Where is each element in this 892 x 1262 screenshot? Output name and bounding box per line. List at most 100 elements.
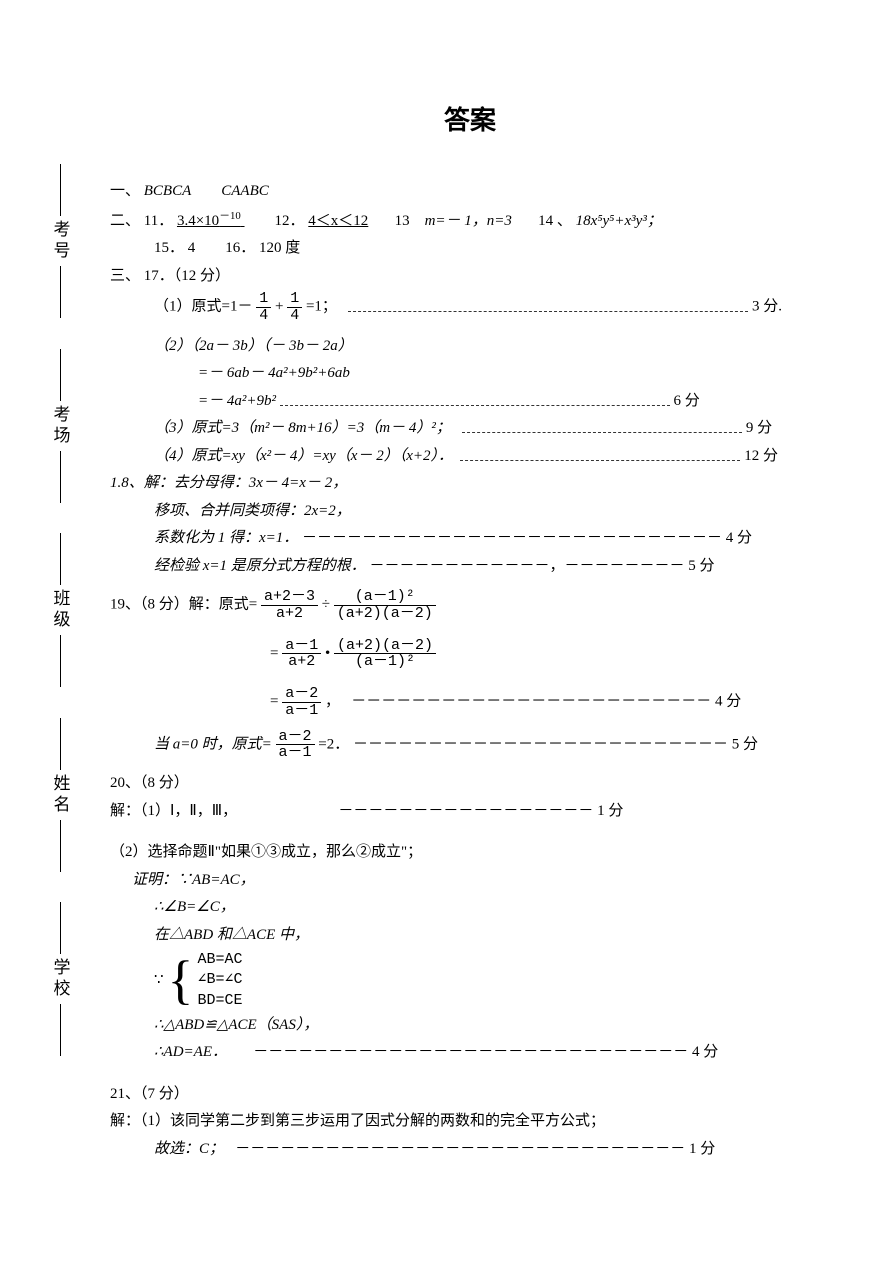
- q18-p3: 4 分: [726, 530, 752, 546]
- q11-no: 11．: [144, 213, 173, 229]
- q17a-pts: 3 分.: [752, 299, 782, 315]
- dash-icon: [280, 397, 670, 406]
- q20-sys: ∵ { AB=AC ∠B=∠C BD=CE: [110, 950, 830, 1011]
- vline: [60, 1004, 61, 1056]
- q14-no: 14 、: [538, 213, 572, 229]
- fraction: a－2a－1: [282, 686, 321, 719]
- q13-val: m=－ 1，n=3: [425, 213, 512, 229]
- side-label: 考场: [48, 405, 73, 447]
- q19-p5: 4 分: [715, 694, 741, 710]
- sec1-label: 一、: [110, 183, 140, 199]
- sec1-ans2: CAABC: [221, 183, 269, 199]
- fraction: 14: [287, 291, 302, 324]
- fraction: a+2－3a+2: [261, 589, 318, 622]
- fraction: a－1a+2: [282, 638, 321, 671]
- q21-l2: 故选：C； －－－－－－－－－－－－－－－－－－－－－－－－－－－－－－ 1 分: [110, 1137, 830, 1163]
- q20-p1: 1 分: [597, 803, 623, 819]
- q18-p4: 5 分: [688, 558, 714, 574]
- q18-l1: 1.8、解：去分母得：3x－ 4=x－ 2，: [110, 471, 830, 497]
- q17-3: （3）原式=3（m²－ 8m+16）=3（m－ 4）²； 9 分: [110, 416, 830, 442]
- q15-no: 15．: [154, 240, 184, 256]
- equation-system: AB=AC ∠B=∠C BD=CE: [197, 950, 242, 1011]
- q19-l4: 当 a=0 时，原式= a－2a－1 =2． －－－－－－－－－－－－－－－－－…: [110, 729, 830, 762]
- side-group: 班级: [48, 529, 73, 691]
- q20-l5: 在△ABD 和△ACE 中，: [110, 923, 830, 949]
- q20-p7: 4 分: [692, 1044, 718, 1060]
- section-1: 一、 BCBCA CAABC: [110, 179, 830, 205]
- q20-l4: ∴∠B=∠C，: [110, 895, 830, 921]
- dash-icon: [348, 303, 748, 312]
- q20-l7: ∴AD=AE． －－－－－－－－－－－－－－－－－－－－－－－－－－－－－ 4 …: [110, 1040, 830, 1066]
- q13-no: 13: [395, 213, 410, 229]
- q19-l1: 19、（8 分）解：原式= a+2－3a+2 ÷ (a－1)²(a+2)(a－2…: [110, 589, 830, 622]
- q17-2-l1: （2）（2a－ 3b）（－ 3b－ 2a）: [110, 334, 830, 360]
- q19-head: 19、（8 分）解：原式=: [110, 597, 257, 613]
- q20-l2: （2）选择命题Ⅱ"如果①③成立，那么②成立"；: [110, 840, 830, 866]
- q16-val: 120 度: [259, 240, 300, 256]
- q17-4: （4）原式=xy（x²－ 4）=xy（x－ 2）（x+2）． 12 分: [110, 444, 830, 470]
- side-group: 姓名: [48, 714, 73, 876]
- q19-l2: = a－1a+2 • (a+2)(a－2)(a－1)²: [110, 638, 830, 671]
- sec2-label: 二、: [110, 213, 140, 229]
- q17b-pts: 6 分: [674, 393, 700, 409]
- dash-icon: [462, 424, 742, 433]
- side-group: 学校: [48, 898, 73, 1060]
- q17c-pts: 9 分: [746, 420, 772, 436]
- sec3-label: 三、: [110, 268, 140, 284]
- q14-val: 18x⁵y⁵+x³y³；: [576, 213, 662, 229]
- left-brace-icon: {: [168, 953, 194, 1007]
- side-group: 考场: [48, 345, 73, 507]
- fraction: a－2a－1: [276, 729, 315, 762]
- vline: [60, 820, 61, 872]
- q17d-pts: 12 分: [744, 448, 778, 464]
- vline: [60, 902, 61, 954]
- q16-no: 16．: [225, 240, 255, 256]
- page-content: 答案 一、 BCBCA CAABC 二、 11． 3.4×10－10 12． 4…: [110, 100, 830, 1164]
- vline: [60, 533, 61, 585]
- vline: [60, 718, 61, 770]
- side-label: 姓名: [48, 774, 73, 816]
- q12-val: 4＜x＜12: [308, 213, 368, 229]
- section-2-row1: 二、 11． 3.4×10－10 12． 4＜x＜12 13 m=－ 1，n=3…: [110, 207, 830, 235]
- q11-val: 3.4×10－10: [177, 213, 245, 229]
- side-label: 考号: [48, 220, 73, 262]
- q17-2-l3: =－ 4a²+9b² 6 分: [110, 389, 830, 415]
- page-title: 答案: [110, 100, 830, 137]
- q15-val: 4: [188, 240, 196, 256]
- vline: [60, 266, 61, 318]
- section-2-row2: 15． 4 16． 120 度: [110, 236, 830, 262]
- q20-l3: 证明：∵AB=AC，: [110, 868, 830, 894]
- vline: [60, 451, 61, 503]
- q18-l3: 系数化为 1 得：x=1． －－－－－－－－－－－－－－－－－－－－－－－－－－…: [110, 526, 830, 552]
- q20-l6: ∴△ABD≌△ACE（SAS），: [110, 1013, 830, 1039]
- q17-head: 17．（12 分）: [144, 268, 230, 284]
- q17-1: （1）原式=1－ 14 + 14 =1； 3 分.: [110, 291, 830, 324]
- side-label: 班级: [48, 589, 73, 631]
- dash-icon: [460, 452, 740, 461]
- q21-head: 21、（7 分）: [110, 1082, 830, 1108]
- q17-2-l2: =－ 6ab－ 4a²+9b²+6ab: [110, 361, 830, 387]
- q20-head: 20、（8 分）: [110, 771, 830, 797]
- q17a-post: =1；: [306, 299, 337, 315]
- fraction: (a－1)²(a+2)(a－2): [334, 589, 436, 622]
- side-label: 学校: [48, 958, 73, 1000]
- sec1-ans1: BCBCA: [144, 183, 192, 199]
- q18-l4: 经检验 x=1 是原分式方程的根． －－－－－－－－－－－－，－－－－－－－－ …: [110, 554, 830, 580]
- vline: [60, 349, 61, 401]
- q19-p6: 5 分: [732, 736, 758, 752]
- section-3: 三、 17．（12 分）: [110, 264, 830, 290]
- q18-l2: 移项、合并同类项得：2x=2，: [110, 499, 830, 525]
- q21-l1: 解：（1）该同学第二步到第三步运用了因式分解的两数和的完全平方公式；: [110, 1109, 830, 1135]
- q17a-mid: +: [275, 299, 283, 315]
- q20-l1: 解：（1）Ⅰ，Ⅱ，Ⅲ， －－－－－－－－－－－－－－－－－ 1 分: [110, 799, 830, 825]
- q19-l3: = a－2a－1 ， －－－－－－－－－－－－－－－－－－－－－－－－ 4 分: [110, 686, 830, 719]
- exam-sidebar: 考号 考场 班级 姓名 学校: [48, 160, 72, 1060]
- vline: [60, 635, 61, 687]
- q21-p2: 1 分: [689, 1141, 715, 1157]
- fraction: (a+2)(a－2)(a－1)²: [334, 638, 436, 671]
- vline: [60, 164, 61, 216]
- fraction: 14: [256, 291, 271, 324]
- side-group: 考号: [48, 160, 73, 322]
- q17a-pre: （1）原式=1－: [154, 299, 256, 315]
- q12-no: 12．: [275, 213, 305, 229]
